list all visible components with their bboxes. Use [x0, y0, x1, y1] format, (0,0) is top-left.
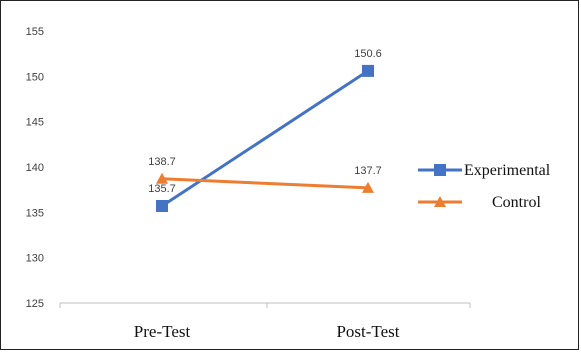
y-tick-label: 140: [26, 162, 44, 174]
data-point-experimental: [362, 64, 374, 77]
data-point-experimental: [156, 199, 168, 212]
data-point-control: [156, 172, 168, 184]
data-label: 135.7: [148, 183, 176, 195]
legend-label-experimental: Experimental: [464, 162, 551, 179]
legend: Experimental Control: [418, 162, 551, 211]
y-tick-label: 155: [26, 26, 44, 38]
data-label: 150.6: [354, 48, 382, 60]
y-axis-ticks: 125 130 135 140 145 150 155: [26, 26, 44, 310]
data-label: 138.7: [148, 156, 176, 168]
y-tick-label: 130: [26, 253, 44, 265]
data-labels: 135.7 150.6 138.7 137.7: [148, 48, 382, 195]
series-markers: [156, 64, 374, 212]
x-tick-label: Post-Test: [336, 322, 399, 341]
y-tick-label: 150: [26, 71, 44, 83]
legend-label-control: Control: [492, 194, 541, 211]
data-label: 137.7: [354, 165, 382, 177]
series-line-control: [161, 177, 369, 190]
x-axis-ticks: Pre-Test Post-Test: [59, 303, 471, 341]
x-tick-label: Pre-Test: [134, 322, 191, 341]
series-line-experimental: [161, 69, 369, 208]
legend-marker-experimental: [434, 164, 446, 176]
legend-marker-control: [434, 196, 446, 207]
series-lines: [161, 69, 369, 208]
y-tick-label: 125: [26, 298, 44, 310]
y-tick-label: 145: [26, 117, 44, 129]
data-point-control: [362, 181, 374, 193]
y-tick-label: 135: [26, 207, 44, 219]
